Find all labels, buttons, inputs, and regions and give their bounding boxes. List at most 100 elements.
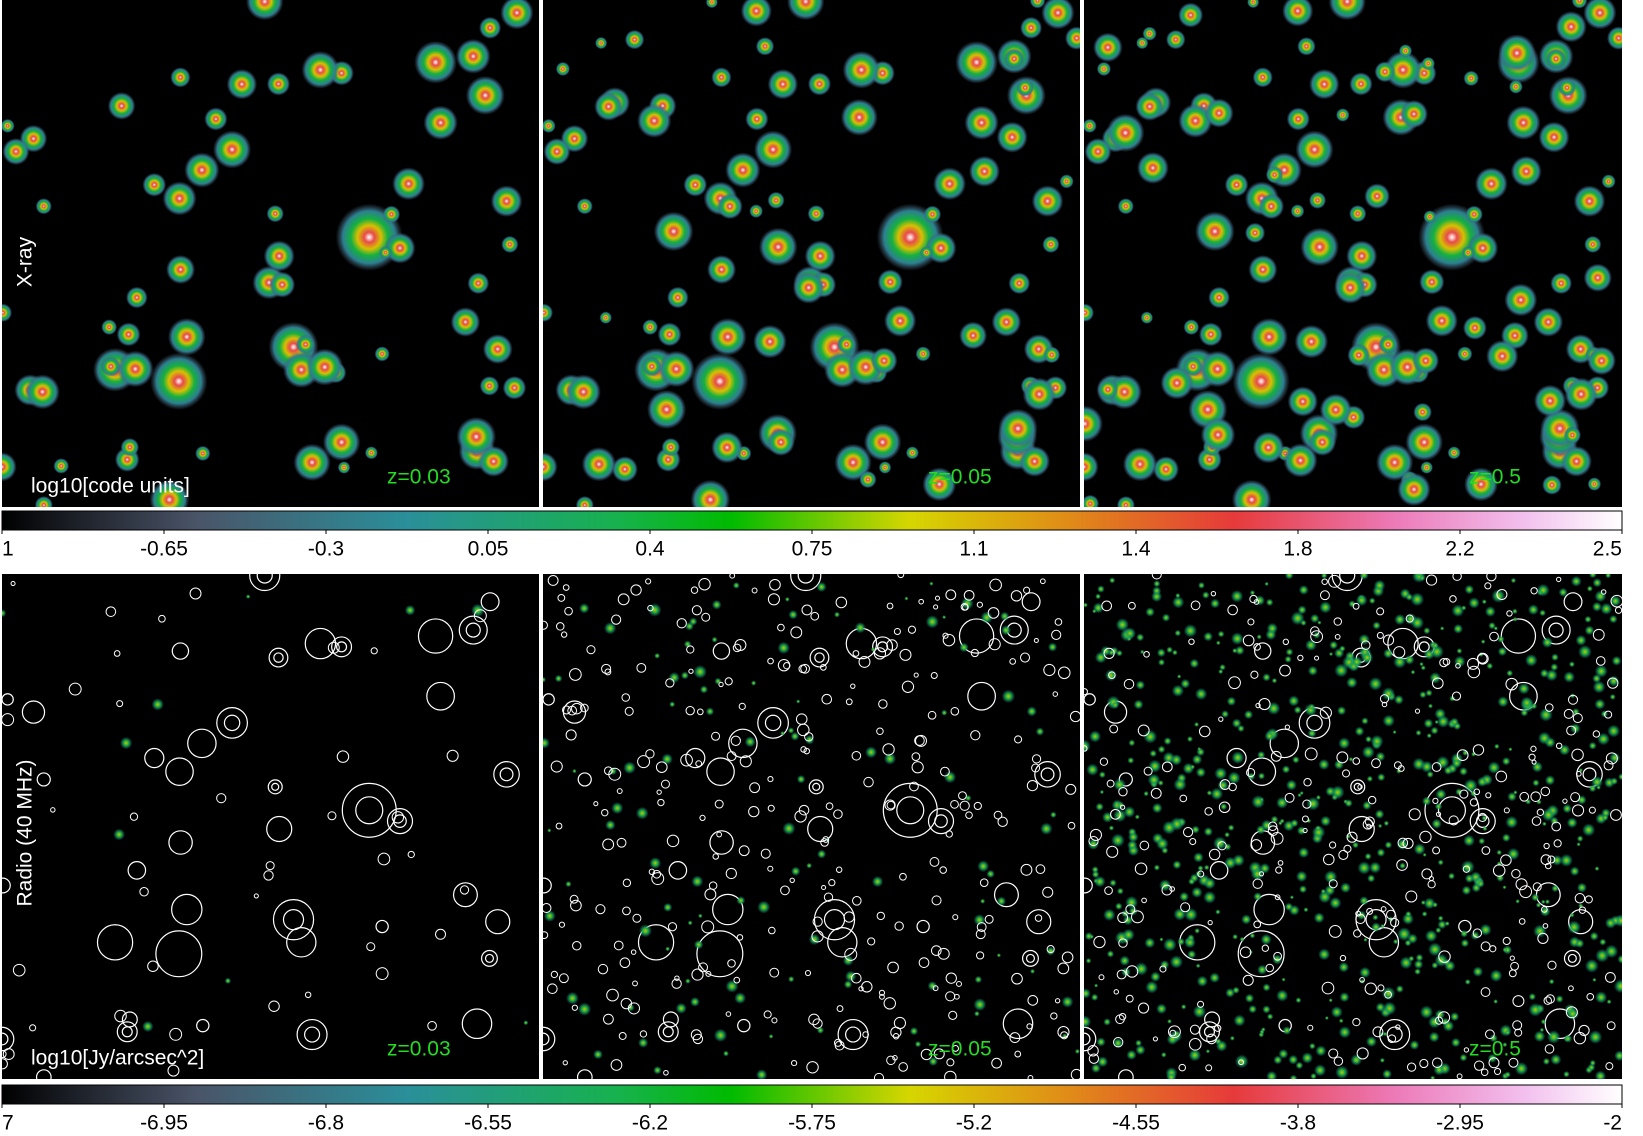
emission-blob bbox=[382, 205, 401, 224]
emission-blob bbox=[767, 428, 795, 457]
emission-speck bbox=[1160, 960, 1170, 970]
contour bbox=[2, 1058, 8, 1070]
emission-speck bbox=[1338, 961, 1350, 973]
emission-blob bbox=[1550, 272, 1573, 295]
map-panel bbox=[1084, 574, 1622, 1079]
contour bbox=[833, 1038, 843, 1047]
contour bbox=[1108, 671, 1116, 679]
emission-blob bbox=[263, 240, 295, 272]
emission-speck bbox=[1410, 669, 1416, 675]
contour bbox=[1025, 953, 1036, 963]
emission-blob bbox=[641, 356, 662, 377]
contour bbox=[547, 575, 559, 586]
contour bbox=[216, 707, 248, 739]
contour bbox=[685, 705, 695, 716]
contour bbox=[1084, 688, 1088, 696]
contour bbox=[1364, 982, 1377, 995]
emission-blob bbox=[1208, 286, 1231, 309]
contour bbox=[767, 657, 774, 665]
emission-blob bbox=[1420, 461, 1433, 474]
contour bbox=[1406, 1062, 1417, 1072]
contour bbox=[1536, 808, 1545, 817]
contour bbox=[1592, 730, 1601, 738]
emission-speck bbox=[693, 664, 708, 679]
emission-blob bbox=[384, 232, 416, 264]
contour bbox=[543, 903, 552, 914]
emission-speck bbox=[1285, 648, 1294, 656]
emission-speck bbox=[1338, 1026, 1351, 1039]
emission-speck bbox=[1203, 877, 1216, 890]
emission-speck bbox=[1430, 726, 1439, 735]
emission-blob bbox=[1258, 193, 1285, 220]
emission-speck bbox=[1470, 931, 1480, 941]
emission-speck bbox=[1166, 1072, 1177, 1079]
contour bbox=[1088, 1053, 1100, 1064]
emission-speck bbox=[1276, 796, 1289, 809]
emission-speck bbox=[1597, 732, 1610, 746]
contour bbox=[934, 814, 948, 828]
emission-speck bbox=[1434, 953, 1448, 967]
panel-background bbox=[543, 574, 1080, 1079]
colorbar-tick-label: -4.55 bbox=[1112, 1112, 1160, 1135]
contour bbox=[1531, 759, 1537, 765]
contour bbox=[945, 972, 957, 984]
emission-speck bbox=[1493, 999, 1499, 1004]
emission-speck bbox=[1303, 907, 1309, 913]
emission-blob bbox=[1346, 240, 1378, 272]
contour bbox=[576, 1069, 593, 1079]
contour bbox=[909, 781, 919, 792]
contour bbox=[666, 834, 680, 848]
contour bbox=[1605, 752, 1618, 765]
contour bbox=[1052, 691, 1059, 697]
emission-blob bbox=[807, 72, 832, 96]
contour bbox=[35, 1069, 52, 1079]
colorbar bbox=[1, 510, 1623, 531]
emission-speck bbox=[1477, 776, 1488, 788]
contour bbox=[1492, 864, 1506, 877]
contour bbox=[1284, 724, 1291, 730]
contour bbox=[794, 810, 807, 823]
emission-blob bbox=[502, 375, 527, 400]
emission-speck bbox=[1097, 1056, 1109, 1068]
emission-speck bbox=[1379, 1057, 1385, 1063]
emission-speck bbox=[1527, 604, 1539, 616]
emission-speck bbox=[1563, 671, 1575, 683]
emission-speck bbox=[980, 898, 986, 904]
contour bbox=[435, 928, 447, 940]
emission-speck bbox=[782, 821, 796, 836]
contour bbox=[1014, 1050, 1022, 1058]
contour bbox=[21, 700, 46, 724]
colorbar-tick-label: 0.05 bbox=[468, 538, 509, 561]
emission-speck bbox=[1184, 907, 1198, 922]
contour bbox=[1321, 578, 1328, 585]
emission-blob bbox=[1020, 16, 1043, 39]
emission-speck bbox=[1494, 743, 1500, 750]
panel-content bbox=[543, 0, 1080, 507]
contour bbox=[1117, 912, 1129, 924]
redshift-label: z=0.05 bbox=[928, 466, 992, 489]
emission-speck bbox=[1177, 937, 1185, 946]
emission-speck bbox=[1570, 575, 1582, 587]
emission-speck bbox=[1531, 893, 1540, 902]
contour bbox=[1512, 1020, 1523, 1031]
contour bbox=[1568, 985, 1574, 992]
emission-speck bbox=[816, 581, 827, 592]
emission-blob bbox=[1538, 121, 1570, 153]
contour bbox=[1336, 751, 1349, 764]
contour bbox=[1488, 1057, 1500, 1069]
emission-speck bbox=[1609, 752, 1621, 764]
emission-speck bbox=[1097, 585, 1105, 593]
contour bbox=[962, 603, 969, 611]
emission-blob bbox=[594, 36, 608, 50]
emission-speck bbox=[1108, 825, 1115, 831]
emission-speck bbox=[1191, 825, 1200, 834]
emission-speck bbox=[1171, 684, 1185, 697]
contour bbox=[804, 732, 814, 742]
contour bbox=[767, 593, 780, 606]
emission-blob bbox=[1425, 304, 1459, 338]
emission-blob bbox=[1378, 334, 1398, 355]
contour bbox=[946, 1058, 955, 1067]
contour bbox=[1376, 631, 1384, 639]
contour bbox=[601, 808, 609, 817]
emission-speck bbox=[1594, 991, 1608, 1004]
